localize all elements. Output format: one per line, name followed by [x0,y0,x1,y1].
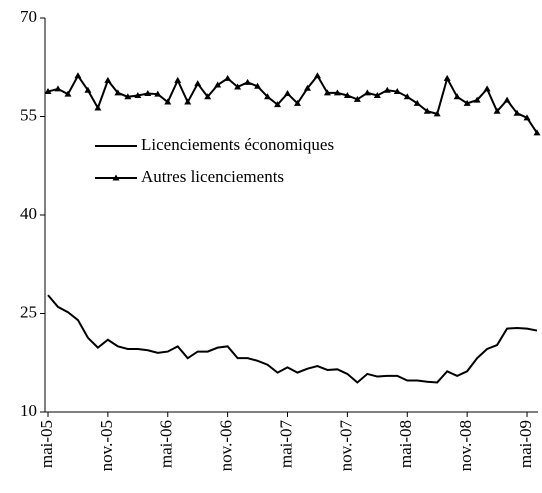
y-tick-label: 25 [20,302,37,321]
marker [533,129,541,136]
marker [493,107,501,114]
marker [194,80,202,87]
marker [483,85,491,92]
series-line [47,294,538,384]
marker [503,96,511,103]
marker [393,88,401,95]
marker [453,93,461,100]
y-tick-label: 55 [20,105,37,124]
legend-label: Licenciements économiques [141,135,334,154]
marker [224,74,232,81]
marker [184,98,192,105]
legend-marker [112,174,120,181]
marker [293,99,301,106]
marker [353,95,361,102]
marker [413,99,421,106]
x-tick-label: nov.-07 [336,420,355,472]
marker [313,72,321,79]
x-tick-label: mai-09 [516,420,535,468]
marker [264,93,272,100]
marker [44,88,52,95]
marker [154,90,162,97]
x-tick-label: nov.-06 [217,420,236,471]
y-tick-label: 40 [20,204,37,223]
marker [333,89,341,96]
series-line [47,73,538,134]
marker [134,91,142,98]
x-tick-label: nov.-05 [97,420,116,471]
marker [214,81,222,88]
marker [144,90,152,97]
marker [64,90,72,97]
marker [124,93,132,100]
marker [303,84,311,91]
x-tick-label: mai-08 [396,420,415,468]
marker [94,104,102,111]
y-tick-label: 70 [20,7,37,26]
y-tick-label: 10 [20,401,37,420]
marker [254,82,262,89]
marker [164,98,172,105]
marker [104,76,112,83]
marker [74,72,82,79]
marker [54,85,62,92]
marker [284,90,292,97]
legend-label: Autres licenciements [141,167,284,186]
marker [373,91,381,98]
marker [433,110,441,117]
x-tick-label: mai-05 [37,420,56,468]
x-tick-label: nov.-08 [456,420,475,471]
marker [244,78,252,85]
marker [513,109,521,116]
marker [473,96,481,103]
marker [383,86,391,93]
marker [114,89,122,96]
marker [234,83,242,90]
x-tick-label: mai-07 [276,420,295,469]
marker [84,86,92,93]
marker [463,99,471,106]
marker [363,89,371,96]
x-tick-label: mai-06 [157,420,176,468]
marker [403,93,411,100]
marker [274,101,282,108]
marker [204,93,212,100]
marker [523,114,531,121]
marker [323,89,331,96]
marker [174,76,182,83]
marker [423,107,431,114]
marker [343,91,351,98]
marker [443,74,451,81]
